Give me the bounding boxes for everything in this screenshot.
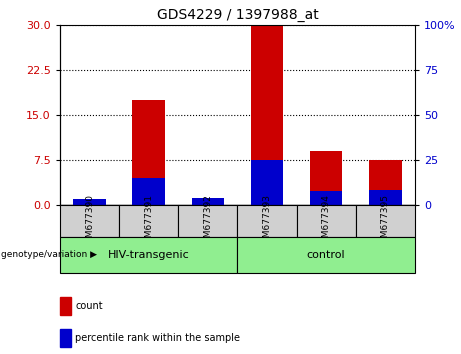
Text: HIV-transgenic: HIV-transgenic bbox=[108, 250, 189, 260]
Text: GSM677391: GSM677391 bbox=[144, 194, 153, 249]
Bar bbox=[369, 160, 402, 205]
Text: GSM677392: GSM677392 bbox=[203, 194, 213, 249]
Bar bbox=[73, 199, 106, 205]
Bar bbox=[310, 191, 343, 205]
Text: GSM677390: GSM677390 bbox=[85, 194, 94, 249]
Text: GSM677395: GSM677395 bbox=[381, 194, 390, 249]
Bar bbox=[356, 205, 415, 237]
Text: percentile rank within the sample: percentile rank within the sample bbox=[75, 333, 240, 343]
Title: GDS4229 / 1397988_at: GDS4229 / 1397988_at bbox=[157, 8, 318, 22]
Text: control: control bbox=[307, 250, 345, 260]
Bar bbox=[60, 205, 119, 237]
Bar bbox=[132, 100, 165, 205]
Text: genotype/variation ▶: genotype/variation ▶ bbox=[1, 250, 97, 259]
Bar bbox=[192, 198, 224, 205]
Bar bbox=[251, 160, 283, 205]
Bar bbox=[73, 199, 106, 205]
Text: GSM677394: GSM677394 bbox=[322, 194, 331, 249]
Bar bbox=[178, 205, 237, 237]
Bar bbox=[237, 237, 415, 273]
Bar bbox=[251, 25, 283, 205]
Bar bbox=[132, 178, 165, 205]
Text: count: count bbox=[75, 301, 103, 311]
Bar bbox=[60, 237, 237, 273]
Bar bbox=[310, 151, 343, 205]
Bar bbox=[237, 205, 296, 237]
Bar bbox=[296, 205, 356, 237]
Bar bbox=[192, 199, 224, 205]
Bar bbox=[369, 190, 402, 205]
Text: GSM677393: GSM677393 bbox=[262, 194, 272, 249]
Bar bbox=[119, 205, 178, 237]
